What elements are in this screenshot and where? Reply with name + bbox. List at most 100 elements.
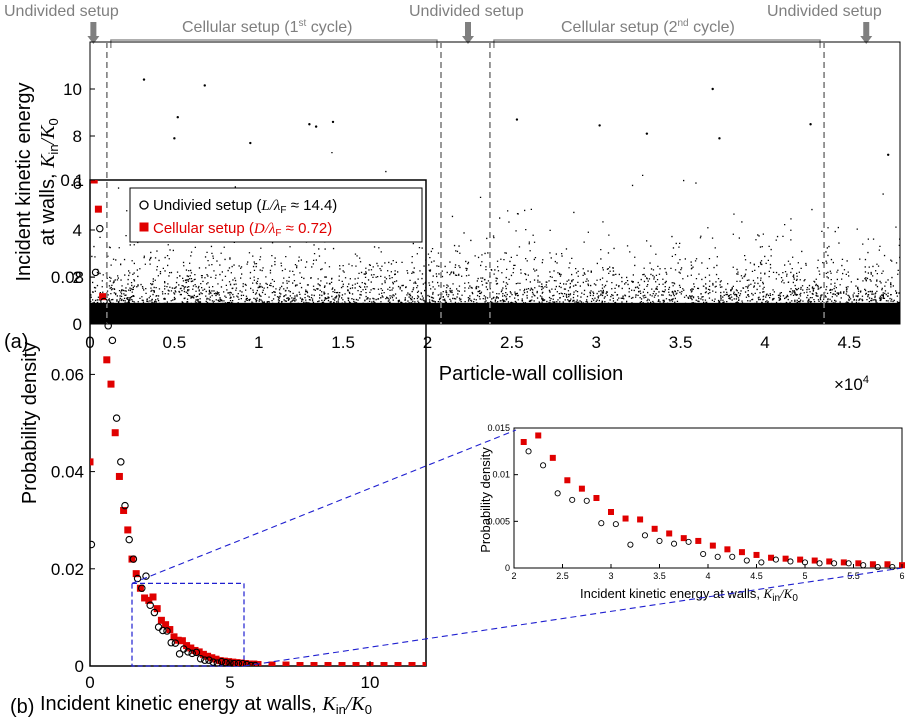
inset-xticks: 2 2.5 3 3.5 4 4.5 5 5.5 6 bbox=[511, 564, 905, 581]
cellular-point bbox=[149, 593, 157, 601]
inset-cellular-point bbox=[666, 530, 673, 537]
cellular-point bbox=[178, 637, 186, 645]
scatter-dense-band bbox=[90, 302, 900, 324]
inset-cellular-point bbox=[593, 495, 600, 501]
inset-cellular-point bbox=[520, 439, 527, 445]
cellular-point bbox=[191, 646, 199, 654]
undivided-point bbox=[217, 657, 226, 666]
scatter-point-10 bbox=[314, 125, 318, 128]
cellular-point bbox=[212, 655, 220, 663]
scatter-point-6 bbox=[598, 124, 601, 127]
cellular-point bbox=[282, 661, 290, 666]
undivided-point bbox=[96, 224, 104, 233]
scatter-point-14 bbox=[886, 153, 890, 156]
ytick-label: 6 bbox=[73, 174, 82, 193]
inset-cellular-point bbox=[622, 515, 629, 522]
inset-cellular-point bbox=[564, 477, 571, 484]
inset-undivided-point bbox=[758, 559, 765, 566]
undivided-point bbox=[251, 661, 259, 666]
ytick-label: 0.08 bbox=[51, 268, 84, 287]
cellular-point bbox=[153, 605, 161, 613]
scatter-point-3 bbox=[176, 116, 179, 119]
xtick-label: 3 bbox=[592, 333, 601, 352]
inset-undivided-point bbox=[656, 537, 663, 544]
legend: Undivied setup (L/λF ≈ 14.4) Cellular se… bbox=[129, 187, 423, 243]
inset-cellular-point bbox=[811, 557, 818, 564]
inset-cellular-point bbox=[680, 535, 687, 542]
panel-a-xlabel: Particle-wall collision bbox=[439, 363, 624, 385]
scatter-point-0 bbox=[142, 78, 146, 81]
inset-xtick-label: 3 bbox=[608, 571, 613, 581]
inset-cellular-point bbox=[753, 551, 760, 558]
cellular-point bbox=[422, 662, 426, 666]
undivided-point bbox=[117, 458, 125, 466]
undivided-point bbox=[226, 659, 234, 666]
inset-cellular-point bbox=[782, 555, 789, 562]
xtick-label: 4 bbox=[760, 333, 769, 352]
zoom-connector-top bbox=[131, 429, 517, 584]
undivided-point bbox=[154, 623, 163, 631]
ytick-label: 0 bbox=[73, 315, 82, 334]
scatter-point-13 bbox=[645, 132, 649, 135]
inset-frame bbox=[513, 427, 903, 569]
inset-undivided-point bbox=[612, 521, 619, 528]
cellular-cycle-2-label: Cellular setup (2nd cycle) bbox=[561, 18, 735, 36]
cellular-point bbox=[170, 633, 178, 641]
undivided-point bbox=[100, 297, 108, 306]
undivided-point bbox=[205, 656, 213, 664]
ytick-label: 0.06 bbox=[51, 365, 84, 384]
cellular-point bbox=[338, 662, 346, 666]
cellular-point bbox=[90, 458, 94, 466]
arrow-undivided-0 bbox=[87, 22, 100, 44]
undivided-label-2: Undivided setup bbox=[409, 3, 524, 20]
inset-cellular-point bbox=[797, 556, 804, 563]
cycle-brackets bbox=[110, 39, 821, 48]
cellular-point bbox=[90, 180, 98, 184]
cellular-point bbox=[380, 662, 388, 666]
ytick-label: 8 bbox=[73, 127, 82, 146]
panel-b-scatter bbox=[90, 180, 426, 666]
panel-b-xticks: 0 5 10 bbox=[85, 661, 379, 692]
cellular-point bbox=[132, 570, 140, 578]
inset-cellular-point bbox=[724, 546, 731, 553]
panel-b-frame bbox=[89, 179, 427, 667]
inset-cellular-point bbox=[855, 560, 862, 567]
inset-xtick-label: 5 bbox=[802, 571, 807, 581]
cellular-cycle-1-label: Cellular setup (1st cycle) bbox=[182, 18, 353, 36]
cellular-point bbox=[162, 621, 170, 629]
xtick-label: 10 bbox=[361, 673, 380, 692]
undivided-point bbox=[184, 648, 192, 656]
inset-cellular-point bbox=[608, 509, 614, 515]
inset-cellular-point bbox=[651, 525, 658, 532]
cellular-point bbox=[103, 356, 111, 364]
inset-cellular-point bbox=[578, 485, 585, 492]
inset-undivided-point bbox=[569, 496, 576, 503]
legend-label-undivided: Undivied setup (L/λF ≈ 14.4) bbox=[153, 197, 337, 216]
panel-b: 0 5 10 00.020.040.060.080.1 Incident kinet… bbox=[10, 171, 427, 718]
scatter-point-5 bbox=[331, 120, 335, 124]
xtick-label: 1 bbox=[254, 333, 263, 352]
undivided-point bbox=[138, 584, 146, 592]
x-multiplier: ×104 bbox=[834, 374, 869, 394]
cellular-point bbox=[268, 661, 276, 666]
undivided-point bbox=[159, 626, 167, 635]
inset-xtick-label: 3.5 bbox=[653, 571, 666, 581]
scatter-point-1 bbox=[203, 84, 206, 87]
scatter-point-8 bbox=[515, 118, 519, 121]
inset-undivided-point bbox=[554, 490, 561, 497]
arrow-undivided-2 bbox=[860, 22, 873, 44]
inset-ylabel: Probability density bbox=[478, 447, 493, 553]
inset-cellular-point bbox=[709, 542, 716, 549]
cycle-bracket-0 bbox=[110, 39, 438, 48]
undivided-point bbox=[192, 648, 201, 657]
panel-b-ylabel: Probability density bbox=[19, 342, 41, 504]
inset-undivided-point bbox=[714, 553, 721, 560]
cellular-point bbox=[115, 472, 123, 480]
ytick-label: 10 bbox=[63, 80, 82, 99]
undivided-point bbox=[209, 658, 217, 666]
undivided-point bbox=[125, 535, 133, 544]
zoom-connector-bottom bbox=[243, 567, 903, 667]
phase-annotations: Undivided setup Undivided setup Undivide… bbox=[4, 3, 882, 48]
undivided-point bbox=[213, 659, 222, 666]
xtick-label: 4.5 bbox=[838, 333, 862, 352]
